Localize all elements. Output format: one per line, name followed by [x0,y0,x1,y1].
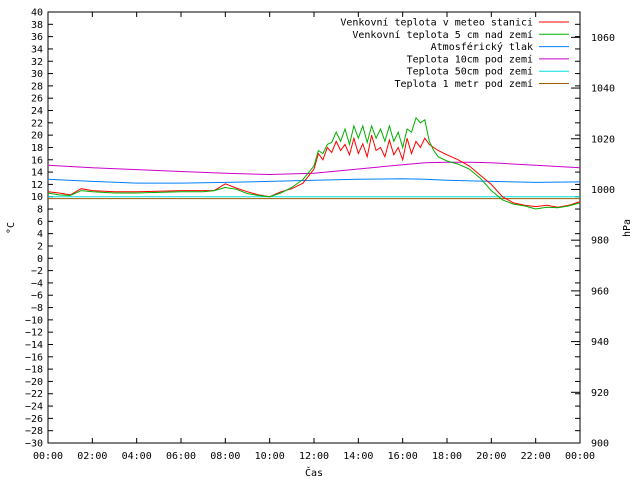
y-tick-label: 14 [31,168,43,179]
y-tick-label: 4 [37,229,43,240]
x-tick-label: 16:00 [388,451,418,462]
y2-tick-label: 900 [591,439,609,450]
y-tick-label: 18 [31,143,43,154]
y-tick-label: −8 [31,303,43,314]
legend-label: Venkovní teplota 5 cm nad zemí [352,29,533,41]
y-tick-label: −16 [25,352,43,363]
y2-tick-label: 980 [591,236,609,247]
series-line-4 [47,161,581,176]
legend-label: Teplota 1 metr pod zemí [395,78,533,90]
y-tick-label: 26 [31,94,43,105]
x-tick-label: 08:00 [210,451,240,462]
legend-label: Teplota 50cm pod zemí [407,66,533,78]
x-tick-label: 12:00 [299,451,329,462]
y-tick-label: 34 [31,44,43,55]
y2-tick-label: 1000 [591,185,615,196]
y-tick-label: 20 [31,131,43,142]
y-tick-label: 2 [37,241,43,252]
legend-label: Venkovní teplota v meteo stanici [340,17,533,29]
x-tick-label: 00:00 [565,451,595,462]
y-tick-label: 38 [31,20,43,31]
series-line-2 [47,116,581,210]
y2-tick-label: 1040 [591,84,615,95]
y-tick-label: −4 [31,278,43,289]
legend-label: Atmosférický tlak [431,41,533,53]
y-tick-label: −20 [25,377,43,388]
y-tick-label: 16 [31,155,43,166]
x-tick-label: 10:00 [255,451,285,462]
y-tick-label: −6 [31,291,43,302]
y-tick-label: −2 [31,266,43,277]
y-tick-label: 40 [31,8,43,19]
x-tick-label: 22:00 [521,451,551,462]
x-tick-label: 00:00 [33,451,63,462]
x-tick-label: 20:00 [476,451,506,462]
ticks-layer: −30−28−26−24−22−20−18−16−14−12−10−8−6−4−… [25,8,615,463]
y-tick-label: −24 [25,402,43,413]
y2-axis-label: hPa [622,219,633,237]
y-tick-label: 32 [31,57,43,68]
y-tick-label: −12 [25,328,43,339]
y-tick-label: 8 [37,205,43,216]
x-axis-label: Čas [305,466,323,479]
y-axis-label: °C [6,222,17,234]
x-tick-label: 02:00 [77,451,107,462]
y-tick-label: −28 [25,426,43,437]
y2-tick-label: 1060 [591,33,615,44]
y-tick-label: 30 [31,69,43,80]
series-layer [47,116,581,210]
y2-tick-label: 1020 [591,134,615,145]
x-tick-label: 18:00 [432,451,462,462]
y-tick-label: 0 [37,254,43,265]
x-tick-label: 14:00 [343,451,373,462]
y-tick-label: −30 [25,439,43,450]
y-tick-label: 22 [31,118,43,129]
y-tick-label: −18 [25,365,43,376]
y-tick-label: −26 [25,414,43,425]
series-line-3 [47,178,581,184]
y-tick-label: −10 [25,315,43,326]
legend-label: Teplota 10cm pod zemí [407,53,533,65]
y-tick-label: −14 [25,340,43,351]
y-tick-label: 6 [37,217,43,228]
y-tick-label: −22 [25,389,43,400]
y-tick-label: 24 [31,106,43,117]
y-tick-label: 12 [31,180,43,191]
legend: Venkovní teplota v meteo staniciVenkovní… [340,17,569,90]
y2-tick-label: 920 [591,388,609,399]
x-tick-label: 06:00 [166,451,196,462]
y2-tick-label: 960 [591,286,609,297]
y-tick-label: 28 [31,81,43,92]
y2-tick-label: 940 [591,337,609,348]
x-tick-label: 04:00 [122,451,152,462]
y-tick-label: 36 [31,32,43,43]
y-tick-label: 10 [31,192,43,203]
